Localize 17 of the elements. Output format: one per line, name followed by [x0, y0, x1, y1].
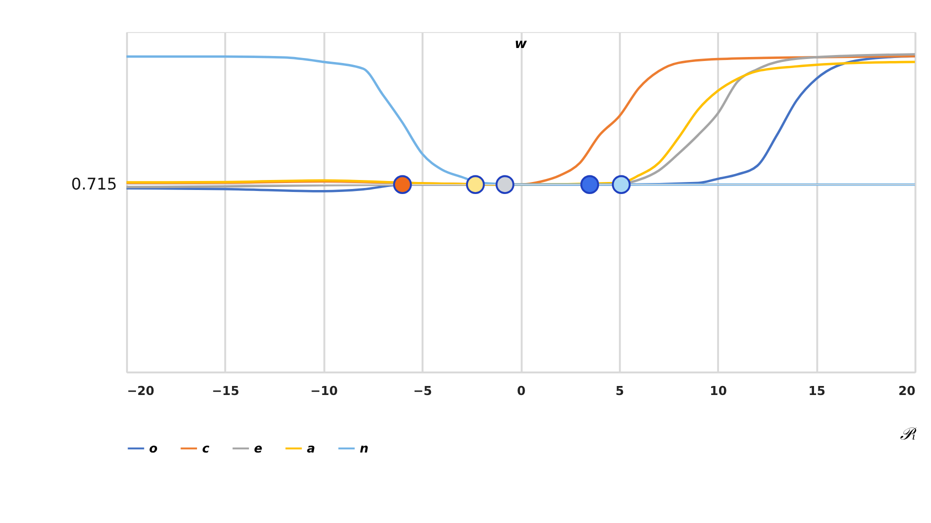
x-tick-label: −20: [126, 384, 154, 398]
text: 0.715: [71, 174, 118, 194]
legend-label: o: [149, 441, 158, 456]
legend-label: e: [254, 441, 262, 456]
x-tick-label: −10: [310, 384, 338, 398]
x-tick-label: −15: [212, 384, 240, 398]
x-tick-label: 0: [516, 384, 526, 398]
x-tick-label: 15: [808, 384, 826, 398]
x-tick-label: 20: [898, 384, 916, 398]
chart-title: w: [514, 37, 528, 52]
x-tick-label: −5: [413, 384, 432, 398]
x-axis-title: 𝒫ᵢ: [900, 424, 917, 445]
legend-label: c: [202, 441, 210, 456]
legend-label: n: [360, 441, 369, 456]
legend-label: a: [306, 441, 316, 456]
x-tick-label: 10: [710, 384, 727, 398]
x-tick-label: 5: [615, 384, 624, 398]
